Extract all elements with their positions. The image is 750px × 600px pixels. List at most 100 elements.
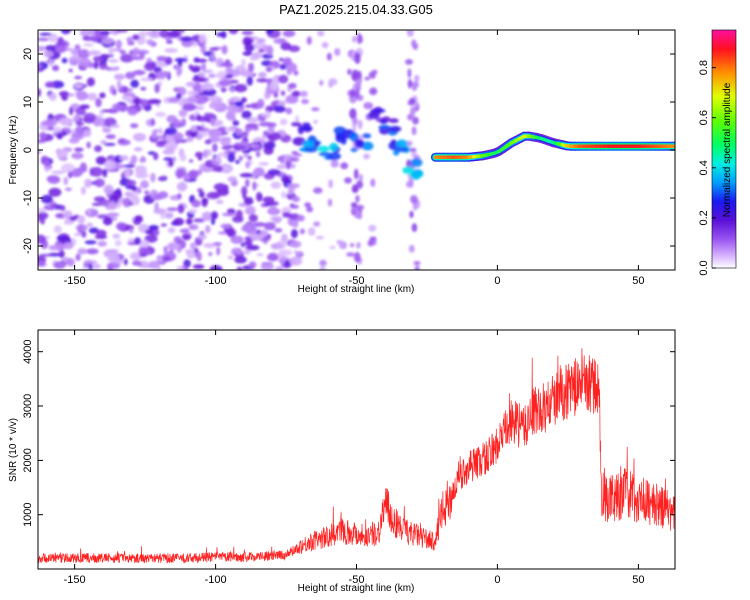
noise-speckle xyxy=(243,154,250,158)
noise-speckle xyxy=(103,184,114,195)
signal-blob xyxy=(335,133,345,143)
noise-speckle xyxy=(214,154,222,163)
noise-speckle xyxy=(239,173,254,178)
noise-speckle xyxy=(198,191,205,198)
noise-speckle xyxy=(86,248,99,255)
noise-stripe-speckle xyxy=(407,78,413,89)
noise-speckle xyxy=(252,181,257,191)
noise-speckle xyxy=(140,99,149,107)
noise-speckle xyxy=(38,260,46,267)
noise-speckle xyxy=(339,241,347,250)
noise-speckle xyxy=(176,181,188,192)
signal-blob xyxy=(396,147,409,153)
noise-speckle xyxy=(251,51,263,59)
noise-speckle xyxy=(93,55,103,63)
noise-speckle xyxy=(79,104,90,110)
noise-speckle xyxy=(328,78,338,86)
noise-speckle xyxy=(246,76,253,86)
noise-speckle xyxy=(47,175,61,184)
noise-speckle xyxy=(227,152,236,163)
noise-speckle xyxy=(88,62,96,68)
noise-speckle xyxy=(132,260,142,266)
noise-speckle xyxy=(132,34,140,41)
noise-speckle xyxy=(252,41,265,50)
noise-speckle xyxy=(177,204,185,214)
noise-speckle xyxy=(140,86,147,91)
noise-speckle xyxy=(53,225,63,234)
noise-speckle xyxy=(147,98,162,105)
noise-speckle xyxy=(256,78,269,83)
colorbar-ticks: 0.0 0.2 0.4 0.6 0.8 xyxy=(698,60,716,276)
noise-speckle xyxy=(48,92,57,101)
noise-speckle xyxy=(167,30,181,38)
noise-stripe-speckle xyxy=(406,30,414,37)
noise-stripe-speckle xyxy=(351,184,359,194)
noise-speckle xyxy=(108,108,119,114)
noise-speckle xyxy=(78,216,84,224)
noise-speckle xyxy=(133,69,146,76)
noise-speckle xyxy=(126,36,133,43)
noise-speckle xyxy=(144,62,156,72)
noise-speckle xyxy=(275,266,284,270)
noise-speckle xyxy=(110,124,120,129)
noise-speckle xyxy=(38,88,42,97)
spectrogram-x-tick-label: 0 xyxy=(494,275,500,287)
noise-speckle xyxy=(45,235,50,239)
noise-speckle xyxy=(155,71,169,78)
noise-stripe-speckle xyxy=(411,39,417,48)
noise-speckle xyxy=(85,208,99,218)
noise-speckle xyxy=(95,156,107,165)
snr-x-tick-label: 50 xyxy=(632,574,644,586)
noise-speckle xyxy=(221,145,232,150)
noise-speckle xyxy=(75,253,81,261)
colorbar: 0.0 0.2 0.4 0.6 0.8 Normalized spectral ampl… xyxy=(698,29,737,276)
spectrogram-x-axis-label: Height of straight line (km) xyxy=(298,284,415,295)
noise-speckle xyxy=(93,119,101,127)
noise-speckle xyxy=(99,65,109,70)
noise-speckle xyxy=(115,39,123,49)
noise-speckle xyxy=(62,210,73,220)
noise-speckle xyxy=(179,153,187,162)
noise-speckle xyxy=(278,57,284,62)
noise-speckle xyxy=(165,133,173,143)
noise-speckle xyxy=(269,80,279,91)
noise-speckle xyxy=(127,108,138,116)
noise-speckle xyxy=(267,125,275,135)
spectrogram-y-tick-label: 0 xyxy=(22,147,34,153)
noise-speckle xyxy=(87,208,92,216)
noise-speckle xyxy=(90,166,103,177)
noise-speckle xyxy=(255,151,261,158)
noise-speckle xyxy=(185,218,193,225)
noise-speckle xyxy=(164,48,178,53)
noise-speckle xyxy=(263,141,276,149)
snr-y-axis-label: SNR (10 * v/v) xyxy=(8,418,19,482)
noise-speckle xyxy=(179,229,190,233)
noise-stripe-speckle xyxy=(414,74,420,83)
noise-speckle xyxy=(296,214,305,222)
noise-speckle xyxy=(77,248,87,255)
noise-speckle xyxy=(134,215,143,222)
noise-speckle xyxy=(203,69,214,74)
noise-speckle xyxy=(227,255,234,260)
noise-speckle xyxy=(176,168,185,178)
noise-speckle xyxy=(118,104,128,112)
noise-speckle xyxy=(206,191,221,200)
noise-speckle xyxy=(119,50,127,55)
noise-speckle xyxy=(94,145,102,153)
noise-speckle xyxy=(38,139,46,144)
noise-speckle xyxy=(219,163,234,174)
colorbar-tick-label: 0.6 xyxy=(698,110,710,125)
noise-speckle xyxy=(38,208,46,213)
noise-speckle xyxy=(308,227,316,236)
noise-speckle xyxy=(306,206,314,213)
noise-speckle xyxy=(43,50,54,58)
colorbar-tick-label: 0.0 xyxy=(698,260,710,275)
noise-speckle xyxy=(321,41,329,49)
noise-speckle xyxy=(227,98,235,103)
signal-blob xyxy=(379,119,388,125)
noise-speckle xyxy=(280,154,286,164)
noise-speckle xyxy=(285,159,292,170)
noise-speckle xyxy=(194,151,204,158)
noise-speckle xyxy=(200,83,214,91)
noise-speckle xyxy=(199,41,207,46)
